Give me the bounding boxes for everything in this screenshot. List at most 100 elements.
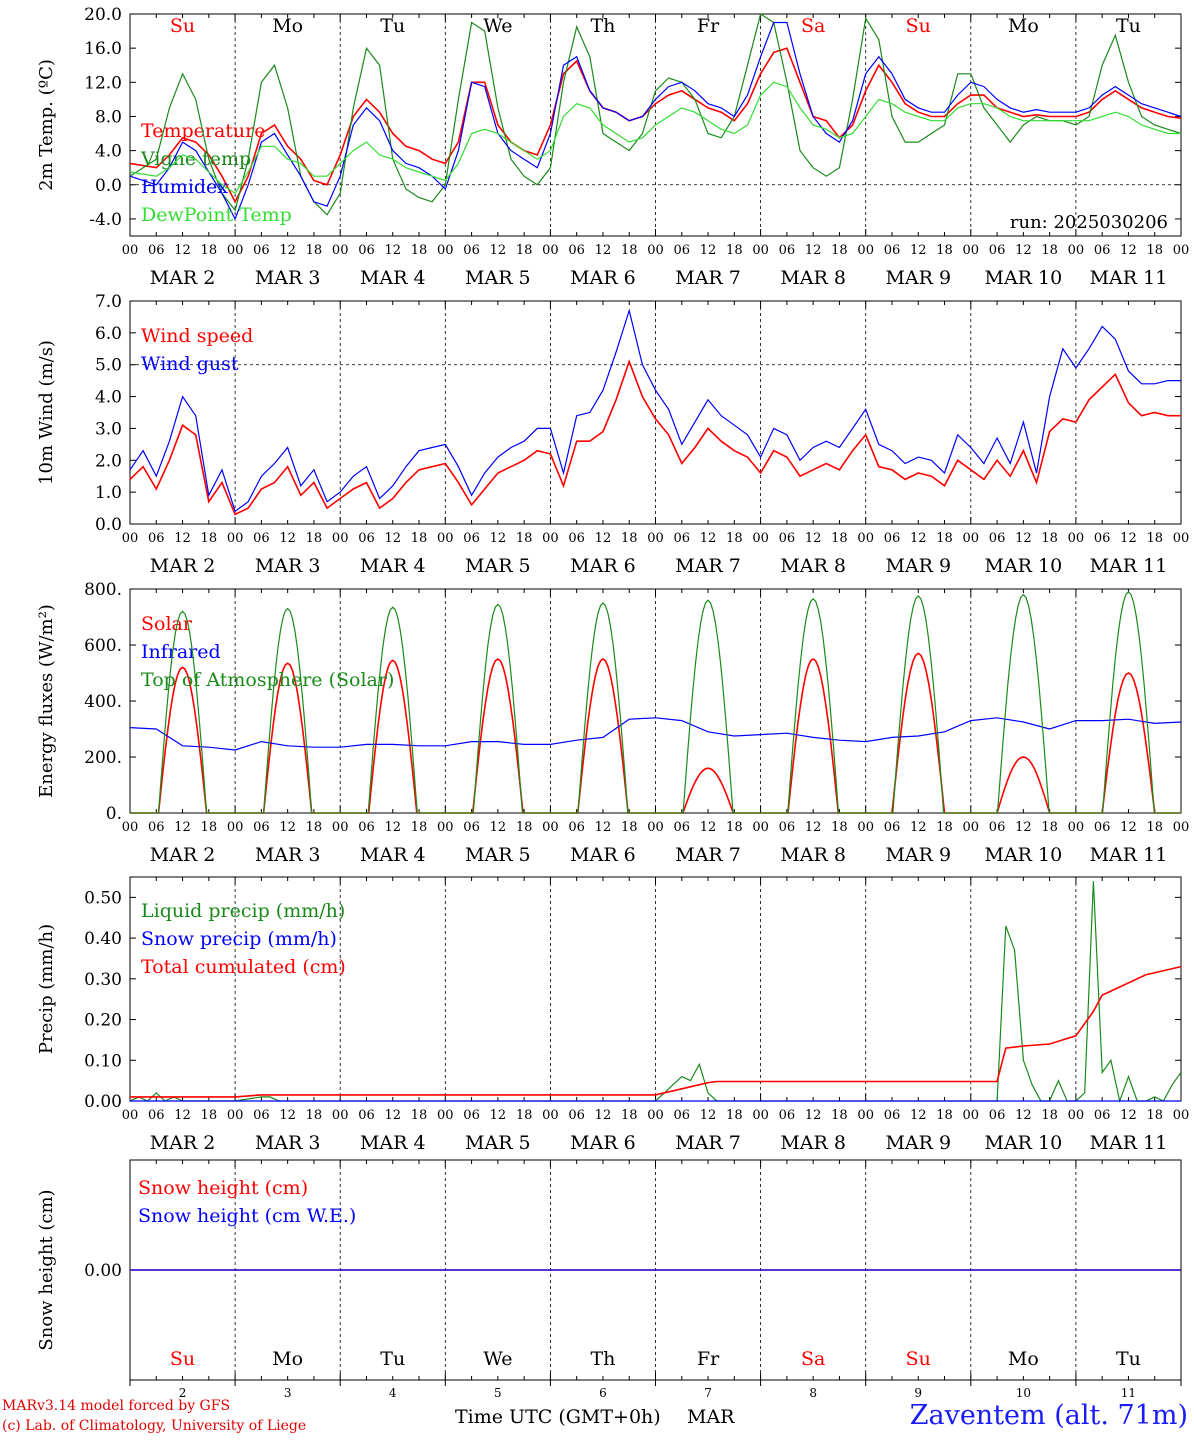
plot-frame: [129, 300, 1182, 525]
x-hour-label: 12: [910, 243, 927, 258]
x-hour-label: 18: [516, 1108, 533, 1123]
day-number: 10: [1016, 1386, 1031, 1400]
y-tick-label: 0.20: [84, 1011, 122, 1031]
x-hour-label: 18: [306, 820, 323, 835]
x-date-label: MAR 4: [360, 844, 426, 866]
legend-entry: Temperature: [141, 120, 265, 142]
x-hour-label: 00: [227, 820, 244, 835]
x-date-label: MAR 6: [570, 1132, 636, 1154]
x-hour-label: 18: [936, 820, 953, 835]
x-hour-label: 06: [1094, 531, 1111, 546]
x-hour-label: 18: [936, 1108, 953, 1123]
x-date-label: MAR 10: [984, 267, 1062, 289]
x-date-label: MAR 10: [984, 844, 1062, 866]
x-date-label: MAR 11: [1090, 555, 1168, 577]
x-hour-label: 18: [1146, 1108, 1163, 1123]
x-hour-label: 18: [411, 243, 428, 258]
legend-entry: Snow height (cm W.E.): [138, 1205, 356, 1227]
x-hour-label: 06: [568, 1108, 585, 1123]
series-line: [129, 81, 1181, 195]
x-hour-label: 00: [1173, 531, 1190, 546]
x-date-label: MAR 9: [885, 1132, 951, 1154]
x-hour-label: 06: [884, 243, 901, 258]
x-hour-label: 06: [148, 531, 165, 546]
x-hour-label: 00: [542, 820, 559, 835]
day-number: 2: [179, 1386, 187, 1400]
x-hour-label: 06: [568, 243, 585, 258]
y-tick-label: 8.0: [95, 107, 122, 127]
x-date-label: MAR 6: [570, 555, 636, 577]
x-date-label: MAR 5: [465, 1132, 531, 1154]
day-number: 8: [809, 1386, 817, 1400]
x-hour-label: 18: [831, 243, 848, 258]
x-hour-label: 00: [963, 1108, 980, 1123]
x-hour-label: 12: [700, 243, 717, 258]
x-hour-label: 12: [384, 243, 401, 258]
x-hour-label: 00: [332, 1108, 349, 1123]
legend-entry: Infrared: [141, 641, 221, 663]
x-hour-label: 12: [174, 243, 191, 258]
x-hour-label: 18: [411, 531, 428, 546]
y-tick-label: 6.0: [95, 324, 122, 344]
y-tick-label: 4.0: [95, 142, 122, 162]
x-hour-label: 00: [1068, 243, 1085, 258]
x-hour-label: 06: [463, 1108, 480, 1123]
x-hour-label: 00: [227, 531, 244, 546]
x-hour-label: 12: [805, 1108, 822, 1123]
x-hour-label: 00: [437, 1108, 454, 1123]
day-number: 9: [914, 1386, 922, 1400]
x-date-label: MAR 7: [675, 267, 741, 289]
x-hour-label: 18: [1146, 531, 1163, 546]
x-date-label: MAR 2: [150, 1132, 216, 1154]
x-hour-label: 00: [963, 531, 980, 546]
x-date-label: MAR 5: [465, 844, 531, 866]
x-hour-label: 18: [516, 243, 533, 258]
x-hour-label: 06: [253, 1108, 270, 1123]
day-name-top: Mo: [1008, 15, 1039, 37]
y-tick-label: 16.0: [84, 39, 122, 59]
x-hour-label: 00: [752, 1108, 769, 1123]
legend-entry: Total cumulated (cm): [141, 956, 346, 978]
series-line: [129, 47, 1182, 204]
x-date-label: MAR 11: [1090, 1132, 1168, 1154]
x-hour-label: 00: [647, 243, 664, 258]
x-hour-label: 00: [122, 1108, 139, 1123]
chart-panel-3: 0. 200. 400. 600. 800. Energy fluxes (W/m²) So…: [36, 580, 1189, 866]
x-hour-label: 00: [332, 531, 349, 546]
y-axis-title: Precip (mm/h): [36, 924, 57, 1054]
x-hour-label: 12: [1120, 1108, 1137, 1123]
x-hour-label: 00: [857, 531, 874, 546]
time-axis-label: Time UTC (GMT+0h): [455, 1406, 661, 1428]
x-hour-label: 06: [989, 243, 1006, 258]
x-hour-label: 12: [279, 531, 296, 546]
x-hour-label: 00: [437, 531, 454, 546]
x-hour-label: 18: [1146, 243, 1163, 258]
day-name-bottom: Tu: [1116, 1348, 1141, 1370]
run-label: run: 2025030206: [1010, 212, 1168, 233]
x-hour-label: 06: [779, 1108, 796, 1123]
y-tick-label: 0.40: [84, 929, 122, 949]
x-hour-label: 12: [805, 820, 822, 835]
y-tick-label: 0.10: [84, 1051, 122, 1071]
y-axis-title: Energy fluxes (W/m²): [36, 604, 57, 798]
x-hour-label: 12: [595, 243, 612, 258]
day-name-top: We: [483, 15, 512, 37]
x-hour-label: 18: [1041, 531, 1058, 546]
y-tick-label: 2.0: [95, 451, 122, 471]
series-line: [130, 965, 1182, 1098]
lab-credit: (c) Lab. of Climatology, University of L…: [2, 1418, 307, 1434]
x-hour-label: 06: [1094, 243, 1111, 258]
x-hour-label: 06: [884, 820, 901, 835]
day-name-bottom: Mo: [1008, 1348, 1039, 1370]
x-hour-label: 18: [1041, 1108, 1058, 1123]
x-date-label: MAR 6: [570, 267, 636, 289]
y-tick-label: 1.0: [95, 483, 122, 503]
legend-entry: Snow height (cm): [138, 1177, 308, 1199]
x-hour-label: 00: [332, 820, 349, 835]
x-hour-label: 00: [647, 820, 664, 835]
legend-entry: Humidex: [141, 176, 228, 198]
chart-panel-2: 0.0 1.0 2.0 3.0 4.0 5.0 6.0 7.0 10m Wind (m/s) Wi…: [36, 292, 1189, 577]
x-hour-label: 06: [989, 820, 1006, 835]
x-hour-label: 00: [752, 531, 769, 546]
